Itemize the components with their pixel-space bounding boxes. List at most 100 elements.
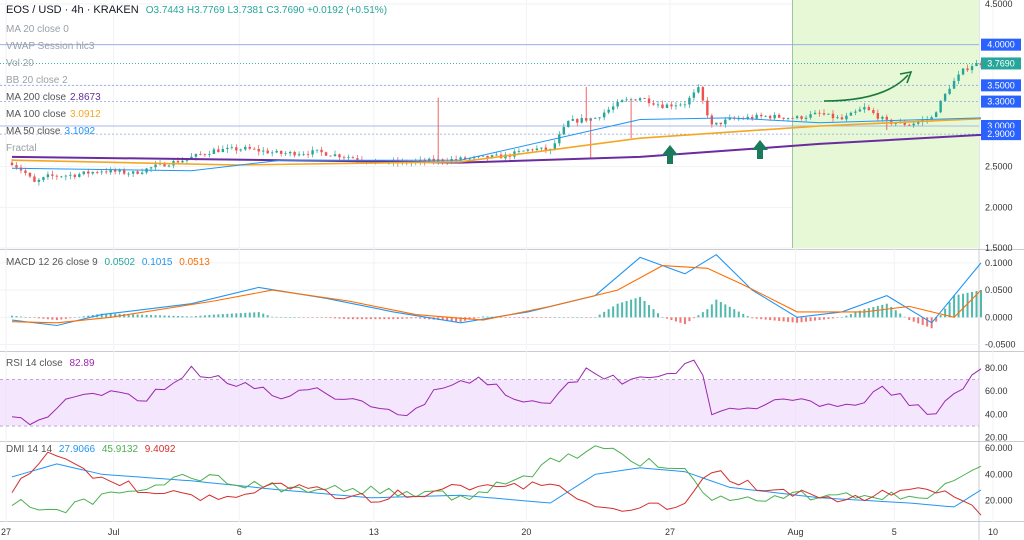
candle-body [275, 150, 278, 153]
candle-body [140, 172, 144, 174]
ma200-label: MA 200 close [6, 92, 67, 103]
macd-histogram-bar [351, 317, 354, 320]
candle-body [562, 127, 565, 135]
candle-body [670, 104, 673, 107]
macd-histogram-bar [369, 317, 372, 320]
candle-body [777, 114, 781, 118]
candle-body [351, 157, 355, 159]
volume-label[interactable]: Vol 20 [6, 58, 34, 69]
ma200-value: 2.8673 [70, 92, 101, 103]
candle-body [284, 153, 287, 155]
candle-body [840, 117, 844, 120]
macd-histogram-bar [199, 315, 202, 318]
dmi-legend[interactable]: DMI 14 14 27.9066 45.9132 9.4092 [6, 444, 175, 455]
candle-body [230, 147, 234, 149]
ma50-legend[interactable]: MA 50 close 3.1092 [6, 126, 95, 137]
macd-histogram-bar [334, 317, 337, 319]
candle-body [293, 151, 296, 156]
macd-histogram-bar [325, 317, 328, 318]
ma20-label[interactable]: MA 20 close 0 [6, 24, 69, 35]
candle-body [297, 154, 301, 156]
macd-histogram-bar [37, 317, 40, 319]
macd-histogram-bar [814, 317, 817, 321]
candle-body [594, 117, 597, 119]
candle-body [948, 88, 951, 94]
macd-histogram-bar [342, 317, 345, 319]
y-tick-label: 40.000 [985, 469, 1013, 479]
candle-body [715, 122, 718, 125]
macd-histogram-bar [872, 306, 875, 318]
rsi-pane[interactable] [0, 359, 982, 427]
macd-histogram-bar [598, 314, 601, 318]
macd-hist-value: 0.0502 [104, 257, 136, 268]
macd-histogram-bar [455, 317, 458, 322]
ma100-legend[interactable]: MA 100 close 3.0912 [6, 109, 101, 120]
macd-histogram-bar [657, 313, 660, 318]
macd-histogram-bar [818, 317, 821, 321]
macd-histogram-bar [701, 312, 704, 318]
candle-body [24, 170, 27, 173]
price-level-value: 4.0000 [987, 40, 1015, 50]
candle-body [616, 102, 619, 107]
macd-histogram-bar [652, 309, 655, 318]
candle-body [239, 149, 242, 151]
rsi-legend[interactable]: RSI 14 close 82.89 [6, 358, 95, 369]
macd-histogram-bar [55, 317, 58, 321]
candle-body [728, 117, 731, 120]
candle-body [60, 176, 63, 178]
macd-histogram-bar [51, 317, 54, 320]
macd-histogram-bar [316, 317, 319, 318]
candle-body [226, 147, 229, 150]
macd-legend[interactable]: MACD 12 26 close 9 0.0502 0.1015 0.0513 [6, 257, 210, 268]
price-level-value: 2.9000 [987, 129, 1015, 139]
macd-histogram-bar [141, 314, 144, 318]
macd-histogram-bar [33, 317, 36, 318]
macd-histogram-bar [396, 317, 399, 319]
macd-histogram-bar [885, 303, 888, 318]
vwap-label[interactable]: VWAP Session hlc3 [6, 41, 95, 52]
macd-histogram-bar [621, 302, 624, 318]
macd-histogram-bar [459, 317, 462, 322]
bollinger-label[interactable]: BB 20 close 2 [6, 75, 68, 86]
macd-histogram-bar [226, 313, 229, 318]
candle-body [607, 109, 610, 113]
candle-body [69, 174, 72, 176]
x-tick-label: Aug [788, 527, 804, 537]
macd-line-value: 0.1015 [141, 257, 173, 268]
macd-histogram-bar [594, 317, 597, 318]
candle-body [154, 164, 157, 168]
candle-body [149, 167, 153, 169]
macd-histogram-bar [531, 317, 534, 319]
price-pane[interactable] [10, 59, 983, 186]
macd-histogram-bar [616, 303, 619, 318]
macd-histogram-bar [863, 309, 866, 318]
macd-histogram-bar [154, 315, 157, 318]
macd-histogram-bar [486, 316, 489, 318]
macd-histogram-bar [876, 305, 879, 318]
dmi-pane[interactable] [11, 445, 982, 516]
macd-histogram-bar [150, 315, 153, 318]
candle-body [15, 165, 18, 168]
fractal-label[interactable]: Fractal [6, 143, 37, 154]
candle-body [203, 154, 207, 156]
macd-histogram-bar [625, 301, 628, 318]
candle-body [755, 114, 758, 119]
candle-body [768, 115, 772, 119]
macd-histogram-bar [764, 317, 767, 320]
macd-histogram-bar [253, 312, 256, 318]
macd-histogram-bar [957, 294, 960, 318]
macd-histogram-bar [239, 313, 242, 318]
candle-body [208, 153, 211, 155]
candle-body [697, 87, 700, 93]
macd-histogram-bar [697, 315, 700, 318]
candle-body [253, 148, 256, 150]
ma200-legend[interactable]: MA 200 close 2.8673 [6, 92, 101, 103]
candle-body [244, 146, 247, 150]
x-tick-label: 27 [665, 527, 675, 537]
candle-body [773, 114, 776, 119]
rsi-label: RSI 14 close [6, 358, 63, 369]
macd-pane[interactable] [11, 254, 983, 329]
candle-body [113, 169, 117, 172]
